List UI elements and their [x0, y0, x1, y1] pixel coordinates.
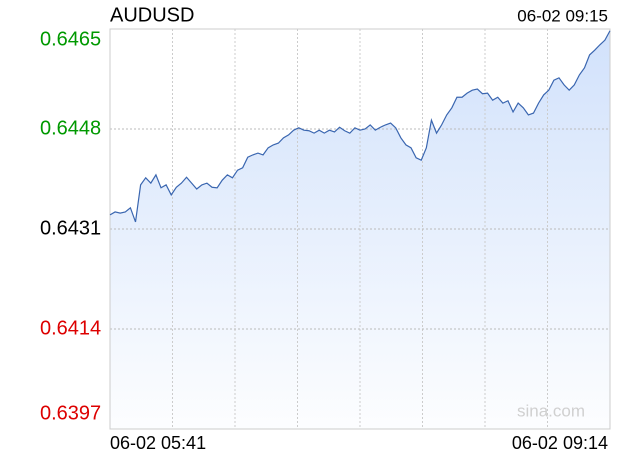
y-tick-label: 0.6397 — [40, 402, 101, 424]
plot-frame — [109, 28, 611, 430]
y-tick-label: 0.6465 — [40, 28, 101, 50]
y-tick-label: 0.6414 — [40, 317, 101, 339]
price-line — [109, 30, 611, 223]
y-tick-label: 0.6431 — [40, 217, 101, 239]
y-tick-label: 0.6448 — [40, 117, 101, 139]
watermark: sina.com — [517, 401, 585, 420]
chart-title: AUDUSD — [110, 4, 194, 26]
timestamp: 06-02 09:15 — [517, 6, 608, 25]
x-end-label: 06-02 09:14 — [512, 433, 608, 453]
x-start-label: 06-02 05:41 — [110, 433, 206, 453]
